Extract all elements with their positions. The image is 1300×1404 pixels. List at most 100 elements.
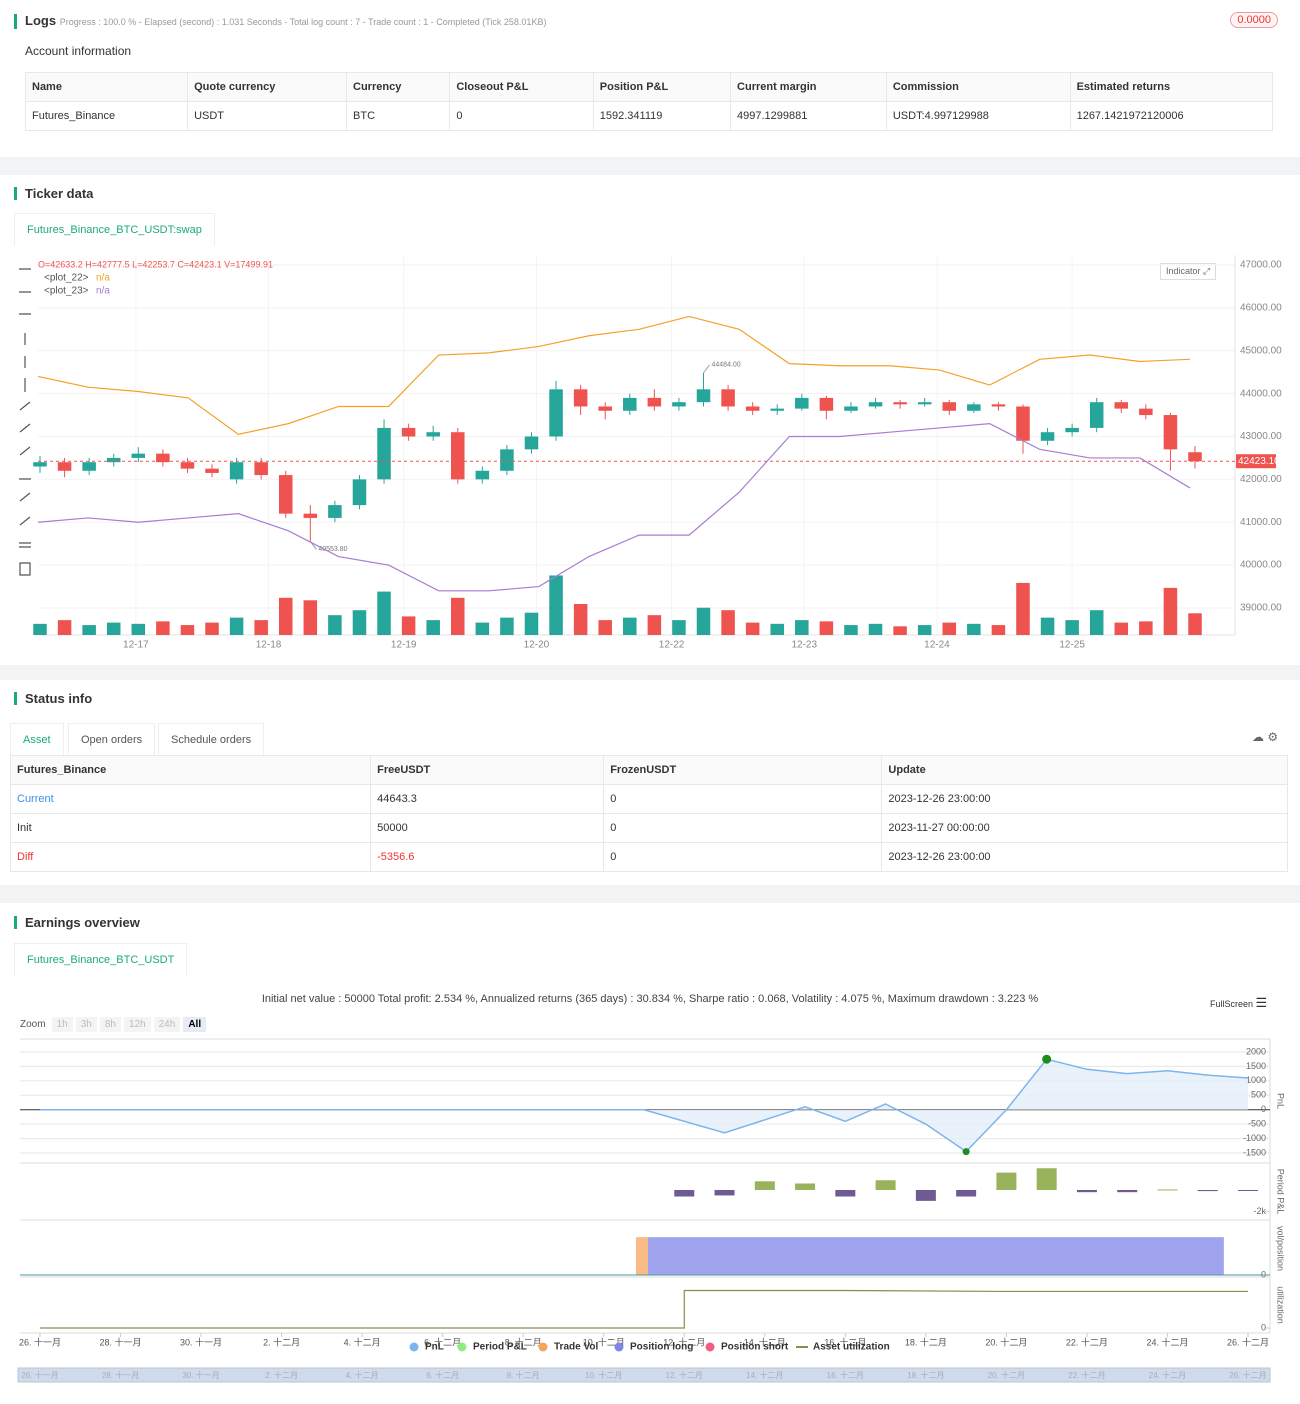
cell: Init [9, 813, 372, 843]
legend-name: <plot_23> [44, 286, 89, 297]
earnings-tab[interactable]: Futures_Binance_BTC_USDT [14, 943, 188, 976]
volume-bar [967, 623, 981, 635]
ticker-tab[interactable]: Futures_Binance_BTC_USDT:swap [14, 213, 215, 246]
volume-bar [721, 610, 735, 635]
status-tab[interactable]: Open orders [68, 723, 156, 756]
x-tick-label: 12-24 [924, 640, 950, 651]
candle-body [451, 432, 465, 480]
volume-bar [254, 620, 268, 635]
period-bar [1197, 1190, 1218, 1192]
candle-body [819, 397, 834, 411]
volume-bar [1188, 613, 1202, 635]
volume-bar [942, 622, 957, 635]
candle-body [696, 389, 711, 403]
y-tick-label: 45000.00 [1240, 345, 1282, 356]
zoom-label: Zoom [20, 1019, 46, 1030]
volume-bar [598, 620, 612, 635]
cell: 1267.1421972120006 [1069, 101, 1274, 131]
tool-icons[interactable]: ☁ ⚙ [1252, 730, 1279, 744]
period-bar [875, 1180, 896, 1190]
logs-title-text: Logs [25, 13, 57, 28]
candle-body [1040, 432, 1055, 441]
volume-bar [672, 620, 686, 635]
y-tick-label: 47000.00 [1240, 260, 1282, 271]
x-tick-label: 12-17 [123, 640, 149, 651]
header-cell: Update [881, 755, 1288, 785]
x-tick-label: 8. 十二月 [505, 1336, 542, 1347]
zoom-button[interactable]: 1h [51, 1017, 73, 1032]
zoom-button[interactable]: 8h [99, 1017, 121, 1032]
legend-item[interactable]: Trade Vol [554, 1342, 598, 1353]
volume-bar [1016, 582, 1030, 635]
x-tick-label: 12-20 [524, 640, 550, 651]
cell: -5356.6 [370, 842, 605, 872]
legend-item[interactable]: Position short [721, 1342, 789, 1353]
cell: 0 [603, 784, 883, 814]
fullscreen[interactable]: FullScreen ☰ [1210, 995, 1268, 1010]
navigator-label: 20. 十二月 [988, 1370, 1025, 1380]
candle-body [156, 453, 170, 463]
navigator-label: 26. 十一月 [21, 1370, 58, 1380]
candle-body [303, 513, 318, 518]
y-tick-label: 1500 [1246, 1061, 1266, 1071]
status-title: Status info [14, 692, 92, 705]
indicator-text: Indicator [1166, 266, 1201, 276]
period-bar [1238, 1190, 1258, 1191]
zoom-bar: Zoom 1h 3h 8h 12h 24h All [20, 1017, 209, 1032]
candle-body [1065, 427, 1079, 433]
candle-body [500, 449, 514, 471]
volume-bar [377, 591, 391, 635]
zoom-button[interactable]: All [183, 1017, 207, 1032]
candle-body [229, 462, 244, 480]
volume-bar [795, 620, 809, 635]
volume-bar [106, 622, 121, 635]
volume-bar [229, 617, 244, 635]
y-tick-label: 0 [1261, 1269, 1266, 1279]
row: Futures_Binance USDT BTC 0 1592.341119 4997.1… [24, 101, 1274, 131]
earnings-title: Earnings overview [14, 916, 140, 929]
position-block [635, 1237, 649, 1275]
legend-item[interactable]: Position long [630, 1342, 693, 1353]
volume-bar [500, 617, 514, 635]
volume-bar [451, 597, 465, 635]
fullscreen-text: FullScreen [1210, 999, 1254, 1009]
y-tick-label: 43000.00 [1240, 431, 1282, 442]
badge[interactable]: 0.0000 [1230, 12, 1278, 28]
legend-swatch [705, 1342, 715, 1352]
zoom-button[interactable]: 12h [123, 1017, 151, 1032]
indicator-button[interactable]: Indicator ⤢ [1160, 263, 1217, 280]
zoom-button[interactable]: 24h [153, 1017, 181, 1032]
candle-body [82, 462, 96, 471]
navigator-label: 12. 十二月 [666, 1370, 703, 1380]
axis-label: utilization [1276, 1286, 1286, 1324]
x-tick-label: 12. 十二月 [663, 1336, 705, 1347]
navigator-label: 16. 十二月 [827, 1370, 864, 1380]
status-tab[interactable]: Schedule orders [158, 723, 265, 756]
volume-bar [352, 610, 367, 635]
volume-bar [1114, 622, 1129, 635]
legend-item[interactable]: Asset utilization [813, 1342, 890, 1353]
navigator-label: 28. 十一月 [102, 1370, 139, 1380]
x-tick-label: 14. 十二月 [744, 1336, 786, 1347]
y-tick-label: 500 [1251, 1090, 1266, 1100]
navigator-label: 18. 十二月 [907, 1370, 944, 1380]
extreme-marker [1042, 1054, 1052, 1064]
candle-body [426, 432, 440, 437]
extreme-marker [962, 1148, 970, 1156]
x-tick-label: 26. 十一月 [19, 1336, 61, 1347]
candle-body [721, 389, 735, 407]
y-tick-label: 1000 [1246, 1075, 1266, 1085]
earnings-chart: 2000 1500 1000 500 0 -500 -1000 -1500 PnL -2k Peri… [17, 1038, 1286, 1383]
legend-item[interactable]: Period P&L [473, 1342, 527, 1353]
volume-bar [401, 616, 416, 635]
legend-item[interactable]: PnL [425, 1342, 444, 1353]
navigator-label: 30. 十一月 [182, 1370, 219, 1380]
annotation: 40553.80 [318, 546, 347, 553]
status-tab[interactable]: Asset [10, 723, 64, 756]
ticker-chart: 47000.00 46000.00 45000.00 44000.00 43000.00… [19, 255, 1282, 651]
zoom-button[interactable]: 3h [75, 1017, 97, 1032]
toolbar[interactable] [19, 268, 31, 576]
volume-bar [205, 622, 219, 635]
x-tick-label: 22. 十二月 [1066, 1336, 1108, 1347]
candle-body [278, 475, 293, 514]
